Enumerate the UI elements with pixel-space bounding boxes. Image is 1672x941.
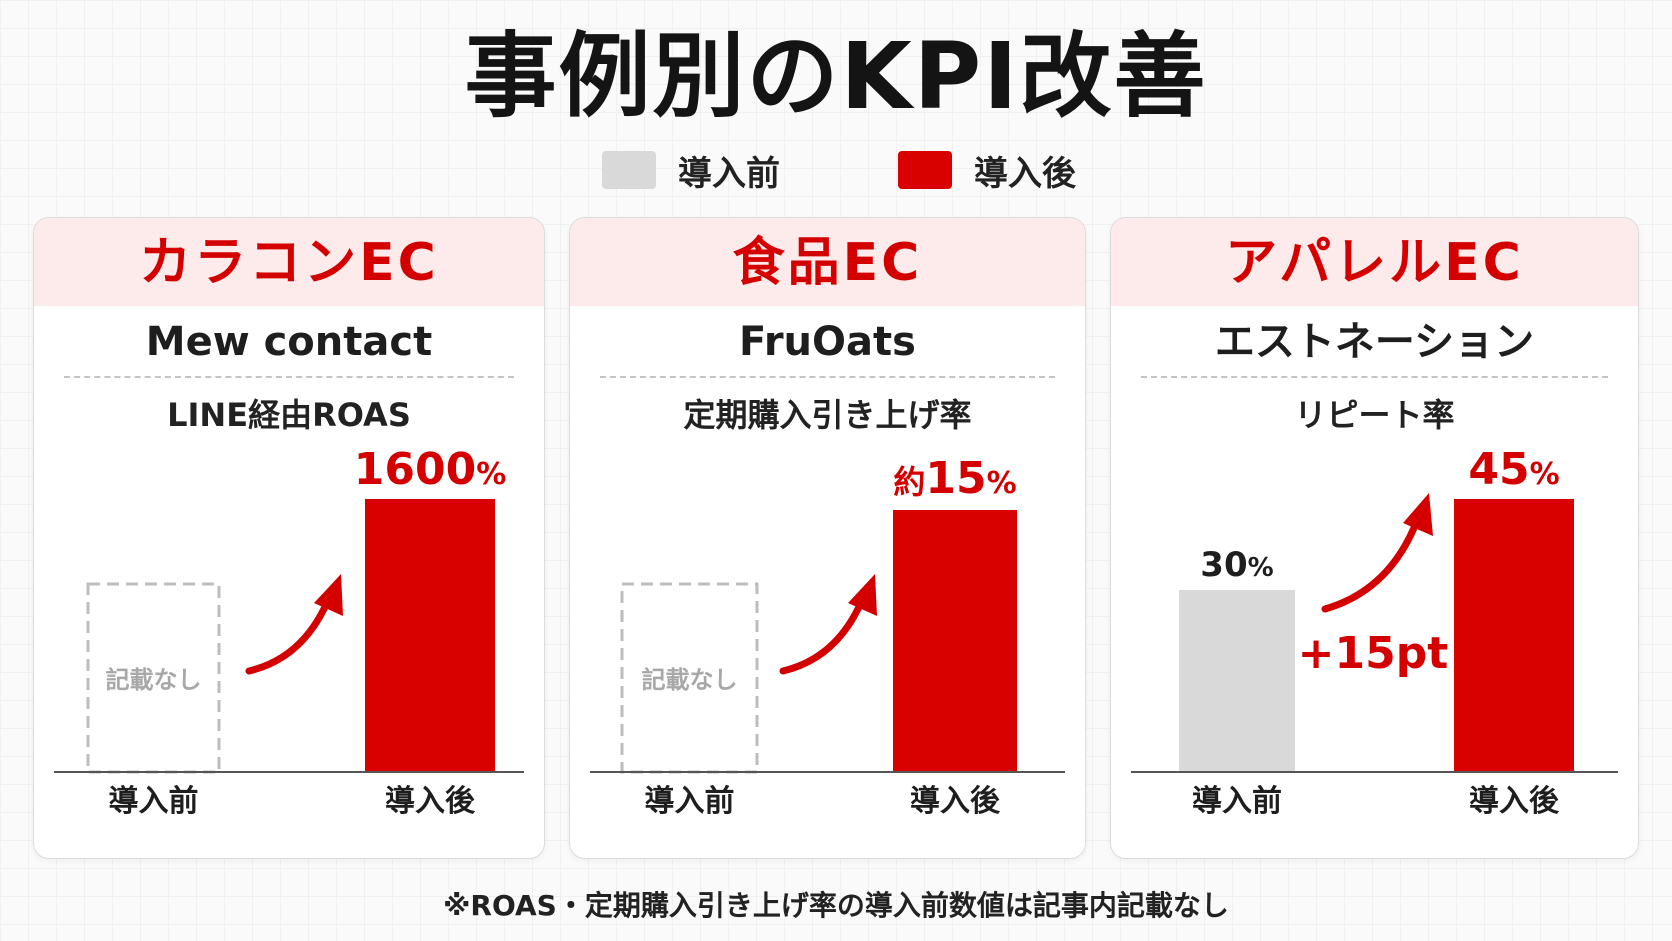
legend-item-before: 導入前	[602, 148, 780, 194]
bar-after-value: 1600%	[354, 444, 507, 495]
case-title: 食品EC	[570, 218, 1085, 306]
footnote: ※ROAS・定期購入引き上げ率の導入前数値は記事内記載なし	[443, 889, 1229, 922]
bar-after	[1454, 499, 1574, 772]
case-title: カラコンEC	[34, 218, 544, 306]
bar-before-label: 記載なし	[106, 666, 202, 694]
x-tick-before: 導入前	[1192, 784, 1282, 819]
legend-label-before: 導入前	[678, 153, 780, 194]
case-card-apparel: アパレルEC エストネーション リピート率 30% 45% +15pt 導入前 …	[1110, 217, 1639, 859]
x-tick-before: 導入前	[645, 784, 735, 819]
case-title: アパレルEC	[1111, 218, 1638, 306]
bar-after-value: 約15%	[893, 453, 1016, 504]
legend-item-after: 導入後	[898, 148, 1076, 194]
increase-arrow	[1321, 514, 1422, 613]
bar-before-value: 30%	[1200, 545, 1273, 585]
legend-label-after: 導入後	[974, 153, 1076, 194]
value-unit: %	[1530, 457, 1560, 492]
divider	[64, 376, 514, 378]
value-unit: %	[987, 466, 1017, 501]
divider	[600, 376, 1055, 378]
bar-before	[1179, 590, 1295, 772]
value-prefix: 約	[893, 463, 925, 501]
bar-chart: 30% 45% +15pt 導入前 導入後	[1131, 444, 1618, 819]
metric-label: リピート率	[1294, 396, 1455, 434]
increase-arrow	[779, 594, 867, 675]
value-number: 30	[1200, 545, 1247, 585]
arrow-head	[1403, 493, 1433, 536]
x-tick-after: 導入後	[385, 784, 476, 819]
x-tick-before: 導入前	[109, 784, 199, 819]
bar-before-label: 記載なし	[642, 666, 738, 694]
difference-label: +15pt	[1298, 628, 1449, 679]
x-tick-after: 導入後	[910, 784, 1001, 819]
case-card-food: 食品EC FruOats 定期購入引き上げ率 記載なし 約15% 導入前 導入後	[569, 217, 1086, 859]
value-unit: %	[1248, 553, 1274, 583]
legend: 導入前 導入後	[0, 148, 1672, 194]
increase-arrow	[245, 594, 333, 675]
company-name: Mew contact	[145, 319, 433, 365]
metric-label: 定期購入引き上げ率	[683, 396, 972, 434]
divider	[1141, 376, 1608, 378]
value-number: 15	[925, 453, 986, 504]
metric-label: LINE経由ROAS	[167, 396, 411, 434]
bar-after	[893, 510, 1017, 772]
bar-after	[365, 499, 495, 772]
x-tick-after: 導入後	[1469, 784, 1560, 819]
bar-chart: 記載なし 約15% 導入前 導入後	[590, 453, 1065, 819]
value-unit: %	[476, 457, 506, 492]
company-name: FruOats	[739, 319, 916, 365]
value-number: 1600	[354, 444, 476, 495]
page-title: 事例別のKPI改善	[464, 23, 1208, 130]
bar-after-value: 45%	[1468, 444, 1559, 495]
legend-swatch-before	[602, 151, 656, 189]
arrow-head	[314, 574, 343, 616]
legend-swatch-after	[898, 151, 952, 189]
bar-chart: 記載なし 1600% 導入前 導入後	[54, 444, 524, 819]
company-name: エストネーション	[1214, 319, 1535, 365]
value-number: 45	[1468, 444, 1529, 495]
case-card-color-contact: カラコンEC Mew contact LINE経由ROAS 記載なし 1600%…	[33, 217, 545, 859]
arrow-head	[848, 574, 877, 616]
